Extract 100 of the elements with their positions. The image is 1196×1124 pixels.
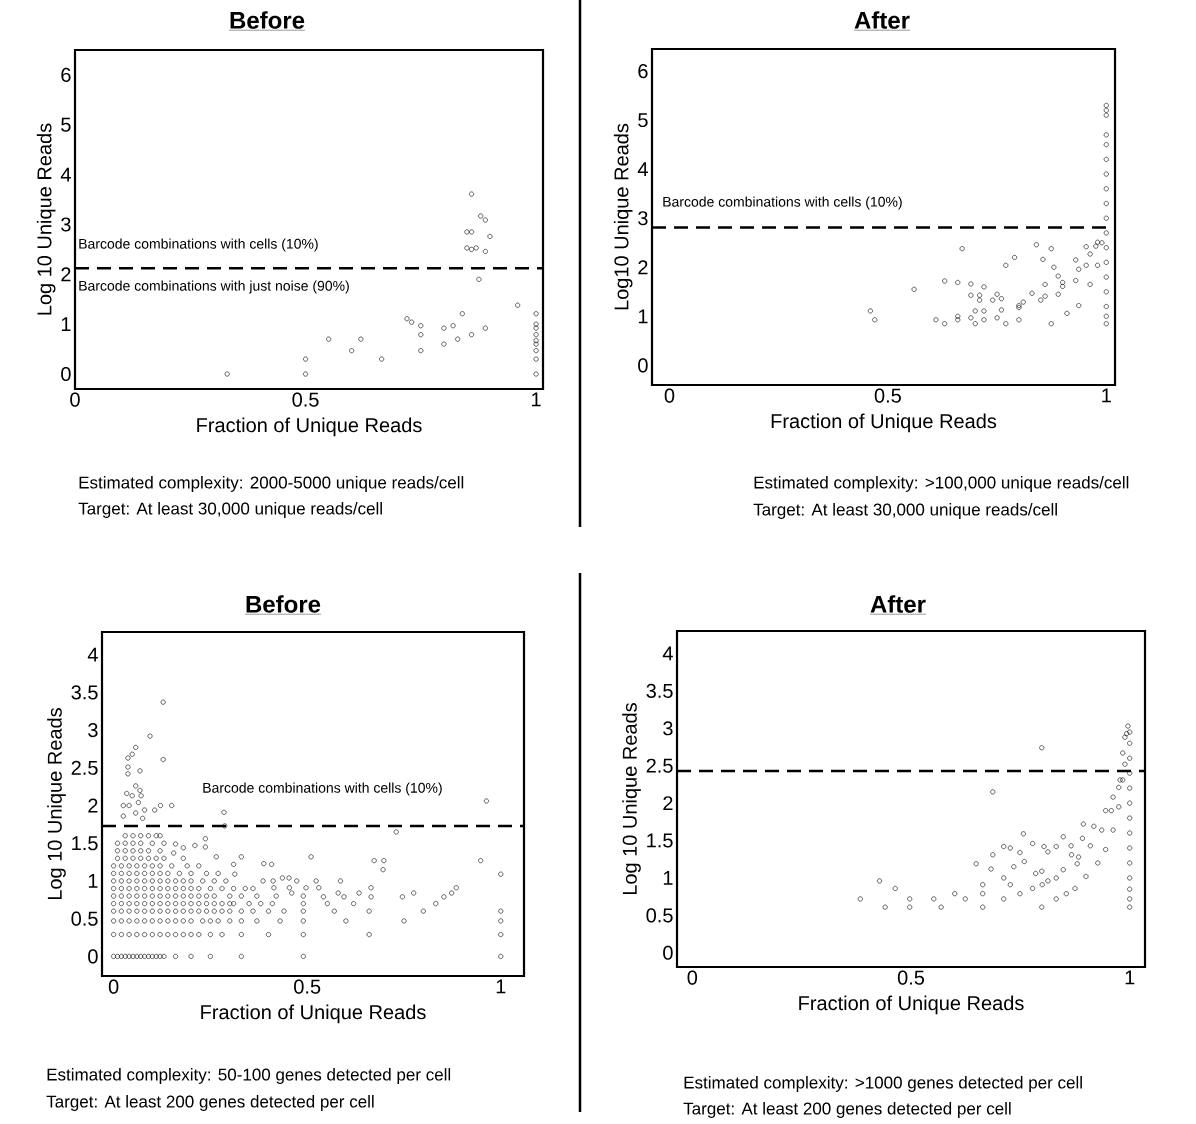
point bbox=[1048, 246, 1054, 252]
point bbox=[145, 855, 151, 861]
point bbox=[223, 878, 229, 884]
point bbox=[202, 844, 208, 850]
point bbox=[326, 336, 332, 342]
point bbox=[118, 893, 124, 899]
point bbox=[221, 809, 227, 815]
point bbox=[126, 932, 132, 938]
point bbox=[1003, 262, 1009, 268]
point bbox=[1045, 849, 1051, 855]
point bbox=[149, 863, 155, 869]
point bbox=[418, 332, 424, 338]
point bbox=[955, 279, 961, 285]
y-axis-title: Log 10 Unique Reads bbox=[622, 703, 641, 895]
point bbox=[1127, 815, 1133, 821]
point bbox=[227, 908, 233, 914]
point bbox=[1127, 886, 1133, 892]
point bbox=[213, 854, 219, 860]
point bbox=[133, 744, 139, 750]
point bbox=[130, 855, 136, 861]
point bbox=[135, 800, 141, 806]
point bbox=[1120, 750, 1126, 756]
point bbox=[1103, 112, 1109, 118]
point bbox=[265, 932, 271, 938]
point bbox=[142, 932, 148, 938]
y-tick-label: 3 bbox=[88, 723, 98, 738]
point bbox=[356, 890, 362, 896]
point bbox=[482, 217, 488, 223]
point bbox=[1103, 171, 1109, 177]
point bbox=[157, 932, 163, 938]
point bbox=[300, 893, 306, 899]
point bbox=[192, 843, 198, 849]
point bbox=[358, 336, 364, 342]
point bbox=[149, 870, 155, 876]
point bbox=[122, 840, 128, 846]
point bbox=[441, 325, 447, 331]
point bbox=[219, 932, 225, 938]
point bbox=[153, 833, 159, 839]
point bbox=[487, 233, 493, 239]
point bbox=[134, 953, 140, 959]
text: Estimated complexity: 50-100 genes detected per cell bbox=[47, 1068, 451, 1084]
y-tick-label: 2 bbox=[88, 798, 98, 813]
point bbox=[118, 886, 124, 892]
point bbox=[977, 292, 983, 298]
point bbox=[450, 323, 456, 329]
point bbox=[200, 918, 206, 924]
point bbox=[1110, 794, 1116, 800]
y-tick-label: 2 bbox=[663, 796, 673, 811]
point bbox=[1127, 800, 1133, 806]
point bbox=[469, 229, 475, 235]
point bbox=[238, 932, 244, 938]
point bbox=[1076, 303, 1082, 309]
point bbox=[138, 953, 144, 959]
point bbox=[1103, 215, 1109, 221]
point bbox=[942, 321, 948, 327]
point bbox=[977, 297, 983, 303]
point bbox=[1012, 254, 1018, 260]
point bbox=[1001, 844, 1007, 850]
point bbox=[1099, 827, 1105, 833]
y-tick-label: 3 bbox=[663, 721, 673, 736]
point bbox=[1127, 845, 1133, 851]
point bbox=[200, 878, 206, 884]
x-tick-label: 1 bbox=[496, 979, 506, 994]
point bbox=[231, 861, 237, 867]
point bbox=[1091, 823, 1097, 829]
chart-title: After bbox=[870, 595, 926, 613]
point bbox=[126, 870, 132, 876]
chart-title: After bbox=[854, 11, 910, 29]
point bbox=[157, 918, 163, 924]
point bbox=[1103, 259, 1109, 265]
point bbox=[286, 885, 292, 891]
text: Estimated complexity: 2000-5000 unique reads/cell bbox=[79, 476, 464, 492]
point bbox=[981, 317, 987, 323]
point bbox=[111, 953, 117, 959]
point bbox=[381, 858, 387, 864]
point bbox=[281, 908, 287, 914]
point bbox=[231, 901, 237, 907]
point bbox=[1060, 283, 1066, 289]
point bbox=[145, 848, 151, 854]
point bbox=[1041, 844, 1047, 850]
point bbox=[204, 870, 210, 876]
point bbox=[533, 332, 539, 338]
y-tick-label: 3.5 bbox=[646, 683, 673, 698]
point bbox=[952, 891, 958, 897]
point bbox=[196, 893, 202, 899]
point bbox=[134, 870, 140, 876]
point bbox=[1038, 297, 1044, 303]
x-tick-label: 1 bbox=[532, 392, 541, 407]
x-tick-label: 1 bbox=[1125, 970, 1135, 985]
point bbox=[149, 840, 155, 846]
point bbox=[180, 855, 186, 861]
point bbox=[476, 276, 482, 282]
point bbox=[122, 833, 128, 839]
point bbox=[134, 918, 140, 924]
point bbox=[157, 833, 163, 839]
point bbox=[254, 893, 260, 899]
point bbox=[196, 932, 202, 938]
point bbox=[173, 918, 179, 924]
point bbox=[1055, 291, 1061, 297]
point bbox=[138, 855, 144, 861]
